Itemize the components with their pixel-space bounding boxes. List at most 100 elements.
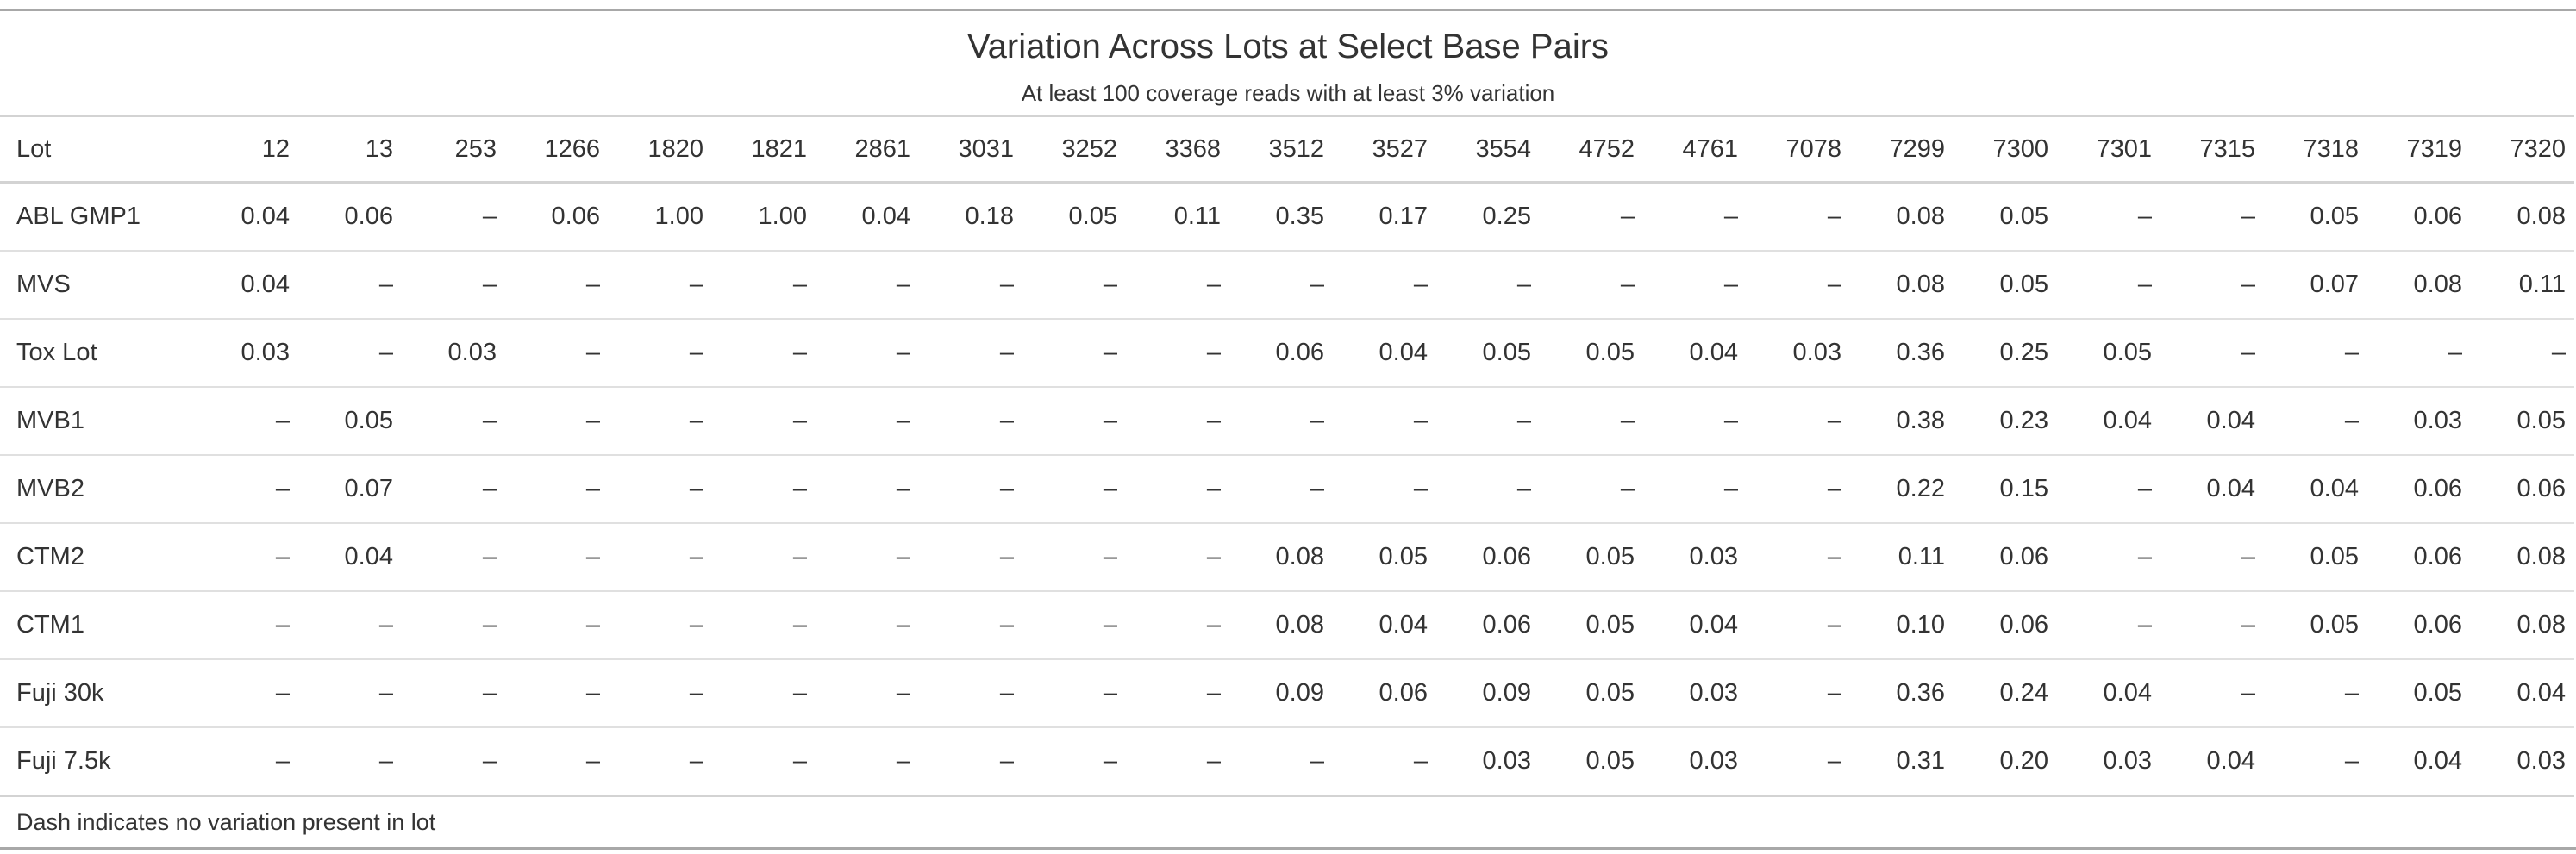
- cell-value: –: [1747, 659, 1850, 728]
- cell-value: 0.05: [1540, 591, 1643, 660]
- table-row: MVB2–0.07– – – – – – – – – – – – – –0.22 0.15–0.04 0.04…: [0, 455, 2574, 524]
- cell-value: 0.05: [2471, 387, 2574, 456]
- cell-value: –: [816, 591, 919, 660]
- cell-value: –: [1022, 523, 1126, 592]
- cell-value: –: [505, 591, 609, 660]
- column-header: 3031: [919, 115, 1022, 184]
- cell-value: –: [1643, 387, 1747, 456]
- cell-value: –: [609, 319, 712, 388]
- cell-value: –: [712, 387, 816, 456]
- cell-value: –: [816, 251, 919, 320]
- cell-value: 0.05: [1540, 727, 1643, 797]
- cell-value: 0.15: [1954, 455, 2057, 524]
- column-header: 4752: [1540, 115, 1643, 184]
- cell-value: –: [1229, 455, 1333, 524]
- cell-value: –: [1747, 727, 1850, 797]
- cell-value: 0.08: [2367, 251, 2471, 320]
- cell-value: 0.11: [1850, 523, 1954, 592]
- cell-value: –: [2057, 182, 2160, 252]
- cell-value: 1.00: [609, 182, 712, 252]
- cell-value: –: [195, 727, 298, 797]
- header-row: Lot 12 13 253 1266 1820 1821 2861 3031 3252 3368 35…: [0, 115, 2574, 184]
- cell-value: –: [1126, 251, 1229, 320]
- column-header: 7299: [1850, 115, 1954, 184]
- cell-value: –: [1747, 387, 1850, 456]
- cell-value: –: [609, 727, 712, 797]
- cell-value: –: [609, 591, 712, 660]
- lot-name: CTM1: [0, 591, 195, 660]
- lot-name: MVB2: [0, 455, 195, 524]
- column-header: 3252: [1022, 115, 1126, 184]
- cell-value: –: [712, 523, 816, 592]
- column-header: 13: [298, 115, 402, 184]
- cell-value: 0.05: [298, 387, 402, 456]
- cell-value: 0.04: [298, 523, 402, 592]
- cell-value: –: [2264, 387, 2367, 456]
- cell-value: 0.08: [1850, 182, 1954, 252]
- column-header: Lot: [0, 115, 195, 184]
- cell-value: –: [1540, 251, 1643, 320]
- cell-value: 0.03: [1643, 659, 1747, 728]
- cell-value: –: [298, 319, 402, 388]
- table-subtitle: At least 100 coverage reads with at leas…: [1021, 80, 1555, 106]
- column-header: 3527: [1333, 115, 1436, 184]
- cell-value: 0.07: [298, 455, 402, 524]
- table-title: Variation Across Lots at Select Base Pai…: [966, 28, 1610, 65]
- table-container: Variation Across Lots at Select Base Pai…: [0, 9, 2576, 850]
- cell-value: –: [609, 455, 712, 524]
- cell-value: –: [1436, 387, 1540, 456]
- cell-value: –: [298, 591, 402, 660]
- lot-name: MVS: [0, 251, 195, 320]
- cell-value: 0.05: [1540, 523, 1643, 592]
- cell-value: 0.17: [1333, 182, 1436, 252]
- cell-value: 0.05: [1333, 523, 1436, 592]
- cell-value: –: [1747, 182, 1850, 252]
- cell-value: 0.04: [2264, 455, 2367, 524]
- cell-value: 0.04: [195, 251, 298, 320]
- cell-value: –: [505, 659, 609, 728]
- footnote: Dash indicates no variation present in l…: [16, 809, 436, 835]
- cell-value: –: [712, 659, 816, 728]
- cell-value: –: [1436, 251, 1540, 320]
- cell-value: –: [609, 523, 712, 592]
- cell-value: 0.04: [1643, 319, 1747, 388]
- cell-value: –: [1540, 387, 1643, 456]
- cell-value: –: [919, 319, 1022, 388]
- table-row: Tox Lot 0.03–0.03– – – – – – –0.06 0.04 0.05 0.05 0…: [0, 319, 2574, 388]
- cell-value: 0.03: [195, 319, 298, 388]
- cell-value: 0.18: [919, 182, 1022, 252]
- cell-value: 0.06: [1954, 591, 2057, 660]
- cell-value: –: [1022, 455, 1126, 524]
- cell-value: –: [1229, 727, 1333, 797]
- cell-value: –: [1022, 591, 1126, 660]
- cell-value: –: [402, 455, 505, 524]
- cell-value: –: [2160, 251, 2264, 320]
- cell-value: –: [1229, 387, 1333, 456]
- cell-value: 0.06: [2367, 455, 2471, 524]
- cell-value: 0.05: [2367, 659, 2471, 728]
- table-row: MVB1–0.05– – – – – – – – – – – – – –0.38 0.23 0.04 0.04–…: [0, 387, 2574, 456]
- cell-value: 0.04: [2057, 659, 2160, 728]
- cell-value: 0.10: [1850, 591, 1954, 660]
- lot-name: Fuji 7.5k: [0, 727, 195, 797]
- cell-value: 0.05: [2057, 319, 2160, 388]
- column-header: 253: [402, 115, 505, 184]
- cell-value: 0.25: [1436, 182, 1540, 252]
- cell-value: –: [195, 659, 298, 728]
- cell-value: 0.04: [816, 182, 919, 252]
- cell-value: –: [402, 591, 505, 660]
- cell-value: 0.06: [298, 182, 402, 252]
- cell-value: –: [402, 182, 505, 252]
- cell-value: –: [1436, 455, 1540, 524]
- cell-value: 0.03: [402, 319, 505, 388]
- cell-value: –: [1022, 659, 1126, 728]
- cell-value: –: [1126, 659, 1229, 728]
- cell-value: 0.05: [1954, 251, 2057, 320]
- cell-value: –: [1643, 251, 1747, 320]
- cell-value: 0.06: [1229, 319, 1333, 388]
- cell-value: –: [712, 251, 816, 320]
- cell-value: –: [2264, 727, 2367, 797]
- cell-value: –: [298, 251, 402, 320]
- cell-value: 0.31: [1850, 727, 1954, 797]
